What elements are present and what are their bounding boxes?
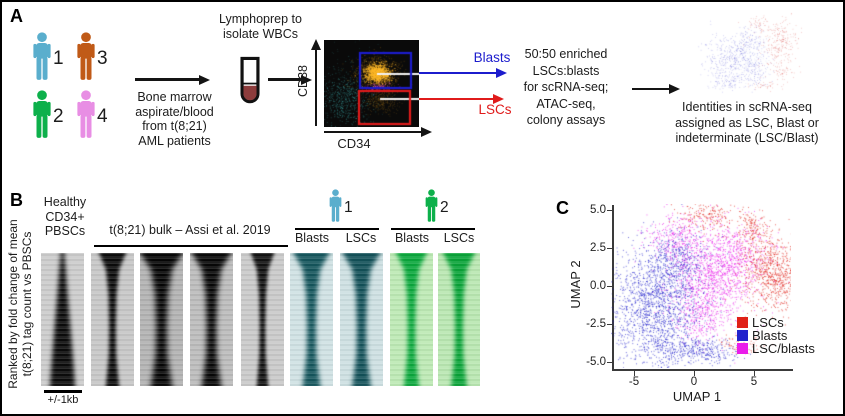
- heatmap-column-p1-lscs: [340, 253, 383, 386]
- heatmap-column-healthy: [41, 253, 84, 386]
- p1-lscs-column-header: LSCs: [345, 231, 377, 245]
- patient-1-icon-small: [329, 189, 342, 222]
- legend-swatch-blasts: [737, 330, 748, 341]
- flow-cytometry-plot: [324, 40, 419, 127]
- panel-b-y-axis-label: Ranked by fold change of mean t(8;21) ta…: [6, 219, 34, 389]
- arrow-lscs: [419, 97, 493, 101]
- legend-swatch-lsc-blasts: [737, 343, 748, 354]
- umap-x-tickmark: [753, 370, 755, 376]
- flow-y-axis-label: CD38: [296, 65, 310, 97]
- patient-4-number: 4: [97, 106, 108, 127]
- umap-y-tick: 2.5: [590, 242, 606, 254]
- heatmap-column-bulk-1: [91, 253, 134, 386]
- umap-y-tick: 5.0: [590, 204, 606, 216]
- arrow-blasts: [419, 71, 496, 75]
- patient-3-number: 3: [97, 48, 108, 69]
- flow-x-axis-label: CD34: [337, 136, 371, 151]
- panel-a-label: A: [10, 6, 23, 26]
- umap-x-tick: 5: [750, 376, 758, 388]
- patient-1-icon: [33, 32, 51, 80]
- heatmap-column-p1-blasts: [290, 253, 333, 386]
- flow-x-axis-arrow: [324, 130, 421, 134]
- panel-b-label: B: [10, 190, 23, 210]
- legend-label-lscs: LSCs: [752, 315, 784, 330]
- flow-y-axis-arrow: [314, 50, 318, 126]
- lymphoprep-caption: Lymphoprep to isolate WBCs: [219, 12, 302, 41]
- patient-2-icon-small: [425, 189, 438, 222]
- bulk-header-underline: [94, 245, 288, 248]
- enrichment-caption: 50:50 enriched LSCs:blasts for scRNA-seq…: [523, 47, 609, 127]
- umap-y-tickmark: [607, 285, 612, 288]
- blast-gate-label: Blasts: [473, 50, 511, 65]
- legend-swatch-lscs: [737, 317, 748, 328]
- patient-2-group-number: 2: [440, 199, 449, 216]
- umap-y-tickmark: [607, 247, 612, 250]
- umap-y-tick: -5.0: [586, 356, 606, 368]
- heatmap-column-p2-lscs: [438, 253, 480, 386]
- bulk-header: t(8;21) bulk – Assi et al. 2019: [109, 223, 271, 237]
- heatmap-column-bulk-3: [190, 253, 233, 386]
- patient-1-group-number: 1: [344, 199, 353, 216]
- heatmap-column-p2-blasts: [390, 253, 433, 386]
- patient-1-group-line: [295, 228, 379, 230]
- umap-x-tickmark: [693, 370, 695, 376]
- legend-label-blasts: Blasts: [752, 328, 788, 343]
- umap-x-tick: 0: [690, 376, 698, 388]
- umap-y-tick: 0.0: [590, 280, 606, 292]
- lsc-gate-label: LSCs: [478, 102, 512, 117]
- patient-1-number: 1: [53, 48, 64, 69]
- healthy-column-header: Healthy CD34+ PBSCs: [43, 195, 87, 238]
- umap-y-tickmark: [607, 323, 612, 326]
- umap-x-axis-label: UMAP 1: [672, 389, 722, 404]
- p1-blasts-column-header: Blasts: [294, 231, 330, 245]
- umap-x-tickmark: [633, 370, 635, 376]
- umap-y-tick: -2.5: [586, 318, 606, 330]
- arrow-patients-to-tube: [135, 78, 199, 81]
- identity-caption: Identities in scRNA-seq assigned as LSC,…: [675, 100, 819, 145]
- p2-lscs-column-header: LSCs: [443, 231, 475, 245]
- umap-y-tickmark: [607, 209, 612, 212]
- patient-2-group-line: [391, 228, 475, 230]
- patient-2-number: 2: [53, 106, 64, 127]
- panel-c-label: C: [556, 198, 569, 218]
- scale-bar: [44, 390, 82, 393]
- blood-tube-icon: [240, 56, 260, 104]
- umap-plot: [611, 204, 791, 368]
- mini-umap-plot: [695, 12, 807, 98]
- umap-y-tickmark: [607, 361, 612, 364]
- patient-2-icon: [33, 90, 51, 138]
- p2-blasts-column-header: Blasts: [394, 231, 430, 245]
- heatmap-column-bulk-4: [241, 253, 284, 386]
- umap-x-tick: -5: [628, 376, 640, 388]
- heatmap-column-bulk-2: [140, 253, 183, 386]
- legend-label-lsc-blasts: LSC/blasts: [752, 341, 815, 356]
- bone-marrow-caption: Bone marrow aspirate/blood from t(8;21) …: [135, 90, 214, 148]
- arrow-to-identities: [632, 87, 669, 91]
- scale-bar-label: +/-1kb: [47, 394, 79, 406]
- patient-4-icon: [77, 90, 95, 138]
- arrow-tube-to-flow: [268, 78, 301, 81]
- umap-x-axis-line: [612, 369, 793, 371]
- patient-3-icon: [77, 32, 95, 80]
